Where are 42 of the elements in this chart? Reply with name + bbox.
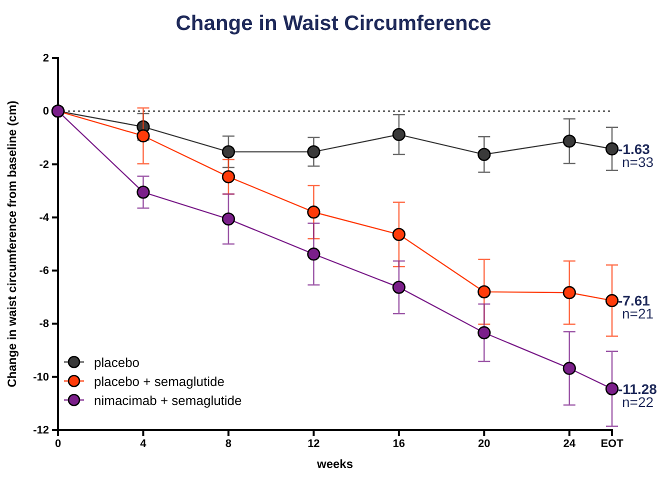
point [222, 212, 236, 226]
x-tick-label: EOT [600, 438, 624, 450]
y-tick-label: 2 [42, 52, 49, 65]
point [307, 145, 320, 158]
point [307, 206, 320, 219]
y-axis-title: Change in waist circumference from baseline (cm) [5, 100, 19, 388]
y-tick-label: -2 [39, 158, 49, 171]
point [478, 148, 491, 162]
x-tick-label: 4 [140, 438, 148, 450]
point [605, 294, 619, 308]
point [392, 280, 406, 294]
legend-label: nimacimab + semaglutide [94, 393, 242, 408]
point [222, 170, 236, 184]
legend-label: placebo + semaglutide [94, 374, 224, 389]
x-tick-label: 0 [54, 438, 62, 450]
y-tick-label: -6 [39, 265, 49, 278]
point [392, 128, 406, 142]
y-tick-label: 0 [42, 106, 49, 118]
y-tick-label: -10 [33, 371, 49, 384]
x-axis-title: weeks [316, 457, 354, 471]
chart-title: Change in Waist Circumference [176, 12, 492, 35]
x-tick-label: 16 [392, 438, 406, 450]
x-tick-label: 12 [308, 438, 320, 450]
x-tick-label: 8 [225, 438, 232, 450]
point [222, 145, 236, 158]
y-tick-label: -12 [33, 424, 49, 437]
point [307, 248, 320, 261]
point [478, 326, 491, 340]
point [605, 382, 619, 396]
point [562, 286, 576, 300]
x-tick-label: 20 [478, 438, 490, 450]
point [392, 228, 406, 241]
x-tick-label: 24 [563, 438, 576, 450]
legend-label: placebo [94, 355, 140, 370]
point [562, 362, 576, 375]
y-tick-label: -4 [39, 212, 50, 224]
point [136, 129, 150, 142]
point [562, 134, 576, 148]
point [478, 285, 491, 298]
point [605, 142, 619, 156]
point [136, 186, 150, 199]
y-tick-label: -8 [39, 318, 49, 330]
